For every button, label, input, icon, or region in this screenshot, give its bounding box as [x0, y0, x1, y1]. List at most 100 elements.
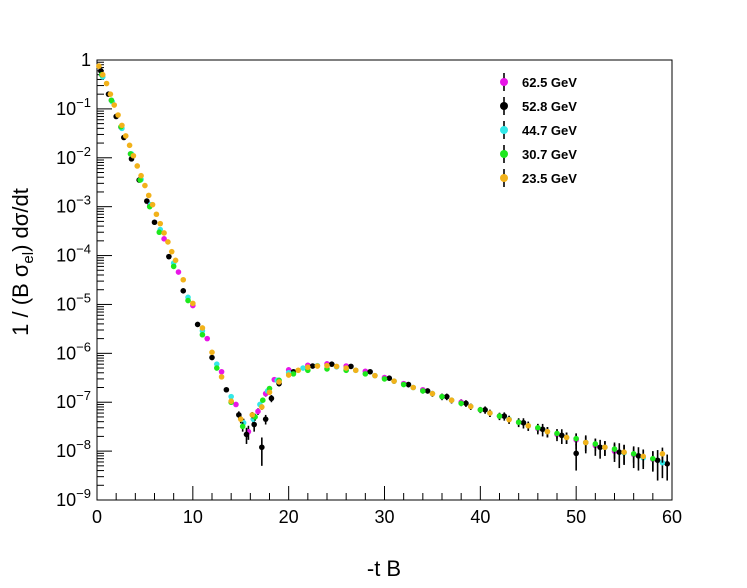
data-point — [640, 453, 647, 460]
data-point — [126, 142, 133, 149]
data-point — [285, 372, 292, 378]
data-point — [314, 363, 321, 369]
data-point — [199, 331, 206, 338]
data-point — [259, 397, 266, 403]
data-point — [223, 386, 230, 393]
data-point — [153, 211, 160, 218]
y-tick-exponent: −6 — [76, 339, 91, 354]
legend-marker — [500, 174, 508, 182]
data-point — [295, 367, 302, 374]
y-tick-label: 10−6 — [56, 339, 91, 363]
data-point — [149, 201, 156, 208]
data-point — [99, 71, 106, 78]
y-tick-base: 10 — [56, 343, 76, 363]
legend-label: 52.8 GeV — [522, 99, 577, 114]
data-point — [228, 393, 234, 400]
data-point — [266, 389, 273, 396]
data-point — [137, 177, 143, 183]
data-point — [115, 112, 121, 118]
y-tick-base: 10 — [56, 99, 76, 119]
data-point — [458, 400, 464, 407]
data-point — [237, 416, 244, 422]
data-point — [108, 97, 115, 104]
data-point — [122, 133, 129, 139]
data-point — [621, 449, 627, 456]
data-point — [477, 406, 484, 413]
data-point — [400, 381, 407, 388]
data-point — [305, 364, 311, 371]
y-tick-label: 10−5 — [56, 290, 91, 314]
x-tick-label: 60 — [662, 507, 682, 527]
data-point — [199, 325, 206, 331]
data-point — [328, 361, 335, 367]
data-point — [487, 410, 493, 416]
y-tick-base: 10 — [56, 392, 76, 412]
legend-marker — [500, 102, 508, 110]
data-point — [563, 434, 570, 441]
data-point — [262, 416, 269, 422]
legend-marker — [500, 126, 508, 134]
data-point — [439, 393, 445, 400]
data-point — [650, 455, 656, 462]
data-point — [515, 419, 522, 426]
data-point — [429, 390, 436, 397]
data-point — [255, 408, 261, 415]
data-point — [482, 406, 488, 413]
data-layer — [96, 63, 671, 481]
data-point — [405, 381, 412, 388]
y-tick-exponent: −5 — [76, 290, 91, 305]
data-point — [333, 363, 340, 370]
y-tick-label: 10−7 — [56, 388, 91, 412]
data-point — [544, 428, 551, 435]
legend-label: 44.7 GeV — [522, 123, 577, 138]
data-point — [243, 431, 250, 438]
series-44-7-gev — [99, 74, 666, 479]
data-point — [630, 451, 637, 457]
data-point — [209, 349, 215, 356]
data-point — [525, 422, 532, 429]
data-point — [410, 384, 417, 391]
legend-marker — [500, 78, 508, 86]
legend: 62.5 GeV 52.8 GeV 44.7 GeV 30.7 GeV 23.5 GeV — [500, 73, 577, 187]
data-point — [156, 229, 163, 236]
data-point — [259, 444, 265, 451]
data-point — [582, 439, 589, 446]
data-point — [107, 91, 114, 97]
data-point — [144, 198, 150, 204]
data-point — [539, 426, 546, 433]
data-point — [520, 419, 527, 426]
data-point — [166, 253, 172, 260]
data-point — [218, 374, 225, 380]
data-point — [172, 257, 179, 264]
data-point — [96, 63, 102, 69]
data-point — [157, 220, 164, 227]
y-tick-exponent: −1 — [76, 95, 91, 110]
x-tick-label: 20 — [279, 507, 299, 527]
legend-marker — [500, 150, 508, 158]
legend-label: 30.7 GeV — [522, 147, 577, 162]
y-tick-base: 10 — [56, 294, 76, 314]
data-point — [228, 398, 234, 404]
data-point — [145, 192, 152, 199]
y-axis-ticks: 110−110−210−310−410−510−610−710−810−9 — [56, 50, 112, 510]
data-point — [209, 354, 215, 361]
data-point — [602, 444, 608, 451]
series-23-5-gev — [96, 63, 666, 467]
data-point — [161, 230, 167, 236]
y-tick-exponent: −7 — [76, 388, 91, 403]
y-tick-exponent: −4 — [76, 242, 91, 257]
data-point — [367, 368, 373, 375]
data-point — [204, 335, 211, 342]
data-point — [386, 375, 393, 382]
data-point — [554, 430, 560, 437]
legend-label: 62.5 GeV — [522, 75, 577, 90]
data-point — [168, 248, 175, 255]
data-point — [170, 263, 177, 270]
x-axis-title: -t B — [367, 556, 401, 581]
data-point — [276, 379, 282, 385]
data-point — [161, 236, 167, 242]
y-tick-exponent: −8 — [76, 437, 91, 452]
data-point — [352, 367, 359, 374]
y-tick-label: 10−3 — [56, 193, 91, 217]
y-tick-label: 1 — [81, 50, 91, 70]
